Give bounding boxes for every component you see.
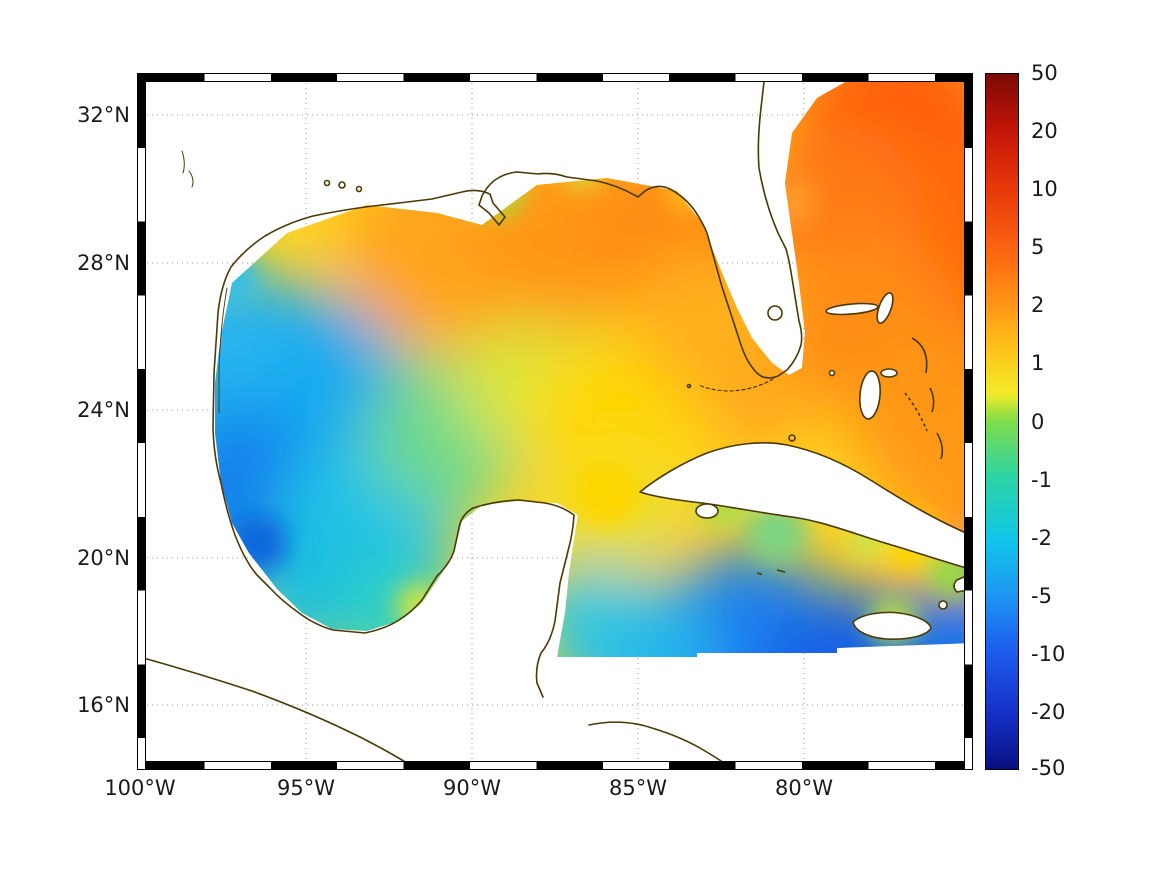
colorbar-tick-20: 20 xyxy=(1031,119,1058,143)
y-tick-label-28n: 28°N xyxy=(77,251,130,275)
y-tick-label-24n: 24°N xyxy=(77,398,130,422)
colorbar-tick-1: 1 xyxy=(1031,351,1045,375)
coastline-mainland xyxy=(212,72,803,698)
colorbar-tick-m10: -10 xyxy=(1031,642,1066,666)
x-tick-label-85w: 85°W xyxy=(609,776,667,800)
dry-tortugas xyxy=(686,383,692,389)
x-tick-label-100w: 100°W xyxy=(104,776,176,800)
colorbar-tick-m2: -2 xyxy=(1031,526,1052,550)
axes-frame-right xyxy=(964,73,973,770)
colorbar-tick-m20: -20 xyxy=(1031,700,1066,724)
lake-pontchartrain xyxy=(355,185,363,193)
map-canvas xyxy=(137,72,974,771)
colorbar xyxy=(985,73,1019,770)
colorbar-tick-10: 10 xyxy=(1031,177,1058,201)
x-tick-label-80w: 80°W xyxy=(775,776,833,800)
colorbar-tick-m50: -50 xyxy=(1031,756,1066,780)
map-plot-area xyxy=(137,72,974,771)
y-tick-label-16n: 16°N xyxy=(77,693,130,717)
x-tick-label-90w: 90°W xyxy=(443,776,501,800)
island-eleuthera xyxy=(911,337,928,374)
island-cay-sal xyxy=(788,434,796,442)
lake-calcasieu xyxy=(323,179,331,187)
axes-frame-bottom xyxy=(137,761,973,770)
colorbar-tick-50: 50 xyxy=(1031,61,1058,85)
coastline-pacific-mexico xyxy=(139,656,419,771)
y-tick-label-32n: 32°N xyxy=(77,103,130,127)
island-new-providence xyxy=(880,368,898,378)
colorbar-tick-5: 5 xyxy=(1031,235,1045,259)
colorbar-tick-0: 0 xyxy=(1031,410,1045,434)
colorbar-tick-m5: -5 xyxy=(1031,584,1052,608)
island-jamaica xyxy=(852,611,932,640)
data-field xyxy=(215,73,973,657)
lake-sabine xyxy=(338,181,346,189)
x-tick-label-95w: 95°W xyxy=(277,776,335,800)
island-abaco xyxy=(876,292,894,324)
island-caymans xyxy=(756,569,786,576)
island-small-se xyxy=(938,600,948,610)
islands xyxy=(639,292,974,640)
y-tick-label-20n: 20°N xyxy=(77,546,130,570)
axes-frame-top xyxy=(137,73,973,82)
florida-keys xyxy=(698,378,774,392)
coastline-laguna-madre xyxy=(218,287,228,414)
island-bimini xyxy=(828,369,836,377)
coastline-texas-lagoon-marks xyxy=(181,150,194,188)
field-color-blobs xyxy=(215,73,973,657)
colorbar-tick-m1: -1 xyxy=(1031,468,1052,492)
coastline-honduras xyxy=(588,721,735,771)
colorbar-tick-2: 2 xyxy=(1031,293,1045,317)
coastlines xyxy=(139,72,803,771)
island-andros xyxy=(859,370,881,420)
island-grand-bahama xyxy=(825,302,879,316)
island-cat xyxy=(929,387,935,413)
island-long-island xyxy=(936,432,944,460)
lake-okeechobee xyxy=(767,305,783,321)
island-isle-of-youth xyxy=(695,503,719,519)
axes-frame-left xyxy=(137,73,146,770)
